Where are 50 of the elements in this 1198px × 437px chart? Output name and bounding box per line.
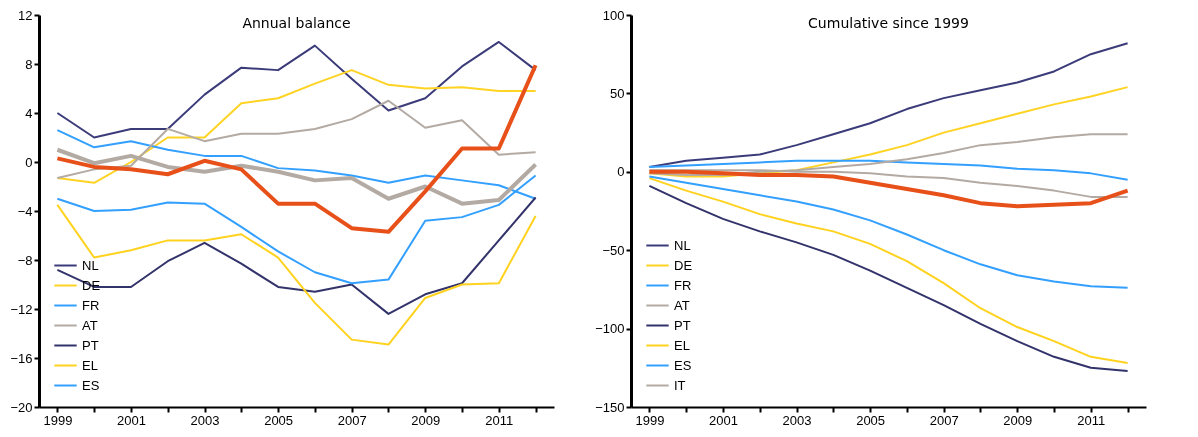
y-tick-label: −12 <box>10 301 33 317</box>
legend-label: IT <box>674 377 686 393</box>
y-tick-label: 4 <box>25 105 33 121</box>
line-series <box>56 196 537 315</box>
legend-label: ES <box>82 377 100 393</box>
x-tick-label: 1999 <box>635 412 665 428</box>
y-tick-label: 0 <box>617 164 625 180</box>
line-series <box>648 159 1129 181</box>
y-tick-label: −8 <box>17 252 33 268</box>
legend-label: NL <box>674 237 691 253</box>
x-tick-label: 2003 <box>190 412 220 428</box>
x-tick-label: 2005 <box>856 412 886 428</box>
x-tick-label: 2009 <box>411 412 441 428</box>
y-tick-label: 100 <box>602 7 625 23</box>
x-tick-label: 2001 <box>709 412 738 428</box>
legend-label: FR <box>674 277 692 293</box>
x-tick-label: 2007 <box>929 412 959 428</box>
y-tick-label: −150 <box>595 399 625 415</box>
legend-label: EL <box>82 357 98 373</box>
y-tick-label: −16 <box>10 350 33 366</box>
y-tick-label: −20 <box>10 399 33 415</box>
legend-label: ES <box>674 357 692 373</box>
y-tick-label: 50 <box>610 85 625 101</box>
legend-label: EL <box>674 337 690 353</box>
x-tick-label: 2011 <box>485 412 514 428</box>
line-series <box>55 63 538 234</box>
legend-label: AT <box>82 317 98 333</box>
x-tick-label: 2009 <box>1003 412 1033 428</box>
y-tick-label: −100 <box>595 321 625 337</box>
x-tick-label: 2007 <box>337 412 367 428</box>
x-tick-label: 2001 <box>117 412 146 428</box>
legend-label: PT <box>82 337 99 353</box>
x-tick-label: 1999 <box>43 412 73 428</box>
legend-label: FR <box>82 297 100 313</box>
legend-label: DE <box>674 257 693 273</box>
x-tick-label: 2011 <box>1077 412 1106 428</box>
line-series <box>648 175 1129 289</box>
y-tick-label: −4 <box>17 203 33 219</box>
legend-label: PT <box>674 317 691 333</box>
y-tick-label: −50 <box>602 242 625 258</box>
y-tick-label: 8 <box>25 56 33 72</box>
x-tick-label: 2005 <box>264 412 294 428</box>
line-series <box>56 69 537 184</box>
legend-label: NL <box>82 257 99 273</box>
chart-title: Annual balance <box>242 15 351 31</box>
x-tick-label: 2003 <box>782 412 812 428</box>
y-tick-label: 0 <box>25 154 33 170</box>
chart-title: Cumulative since 1999 <box>808 15 969 31</box>
legend-label: AT <box>674 297 690 313</box>
y-tick-label: 12 <box>18 7 33 23</box>
